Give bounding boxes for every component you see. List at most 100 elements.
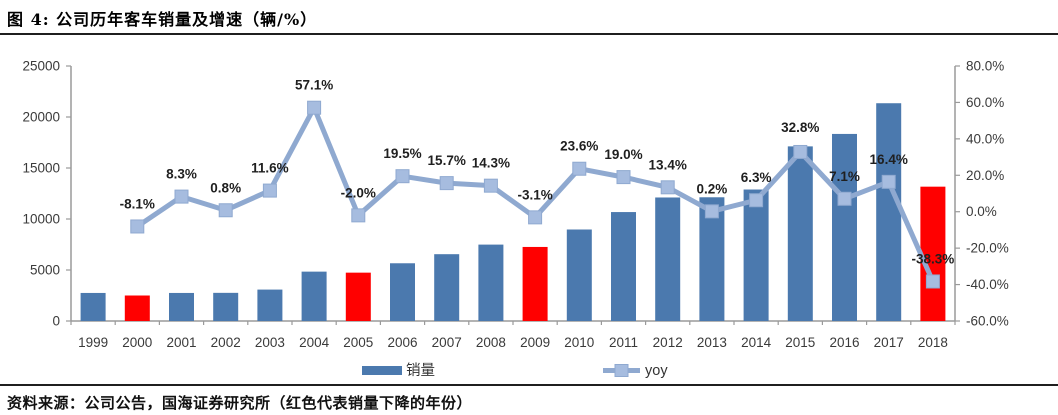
x-label-2002: 2002 — [211, 335, 241, 350]
bar-2011 — [611, 212, 636, 321]
left-axis-tick-label: 10000 — [22, 212, 60, 227]
source-note: 资料来源：公司公告，国海证券研究所（红色代表销量下降的年份） — [7, 394, 473, 412]
x-label-2015: 2015 — [785, 335, 815, 350]
yoy-marker-2008 — [483, 178, 498, 193]
legend-swatch-sales — [362, 366, 402, 375]
bar-2004 — [301, 271, 327, 321]
yoy-marker-2000 — [130, 219, 145, 234]
yoy-label-2004: 57.1% — [295, 78, 333, 93]
x-label-2004: 2004 — [299, 335, 330, 350]
yoy-marker-2003 — [262, 183, 277, 198]
yoy-label-2003: 11.6% — [251, 161, 289, 176]
x-label-2017: 2017 — [874, 335, 904, 350]
yoy-label-2008: 14.3% — [472, 156, 510, 171]
bar-2000 — [124, 295, 150, 321]
yoy-label-2017: 16.4% — [870, 152, 908, 167]
left-axis-tick-label: 5000 — [30, 263, 60, 278]
bar-2005 — [345, 272, 371, 321]
x-label-1999: 1999 — [78, 335, 108, 350]
figure-title: 图 4: 公司历年客车销量及增速（辆/%） — [7, 10, 318, 29]
yoy-marker-2004 — [307, 100, 322, 115]
yoy-marker-2012 — [660, 180, 675, 195]
bar-2003 — [257, 289, 283, 321]
x-label-2018: 2018 — [918, 335, 948, 350]
left-axis-tick-label: 20000 — [22, 110, 60, 125]
left-axis-tick-label: 15000 — [22, 161, 60, 176]
right-axis-tick-label: -60.0% — [966, 314, 1009, 329]
bar-2009 — [522, 246, 548, 321]
x-label-2012: 2012 — [653, 335, 683, 350]
x-label-2016: 2016 — [829, 335, 859, 350]
yoy-marker-2002 — [218, 203, 233, 218]
yoy-marker-2005 — [351, 208, 366, 223]
yoy-label-2014: 6.3% — [741, 170, 772, 185]
x-label-2007: 2007 — [432, 335, 462, 350]
yoy-marker-2014 — [749, 193, 764, 208]
yoy-marker-2001 — [174, 189, 189, 204]
left-axis-tick-label: 25000 — [22, 59, 60, 74]
x-label-2000: 2000 — [122, 335, 152, 350]
bar-2007 — [434, 254, 460, 321]
x-label-2003: 2003 — [255, 335, 285, 350]
yoy-marker-2015 — [793, 144, 808, 159]
legend-label-sales: 销量 — [406, 362, 435, 379]
yoy-label-2013: 0.2% — [697, 181, 728, 196]
yoy-label-2011: 19.0% — [604, 147, 642, 162]
legend-marker-yoy — [614, 364, 629, 377]
bar-2018 — [920, 186, 946, 321]
title-underline — [0, 33, 1058, 35]
yoy-label-2012: 13.4% — [649, 157, 687, 172]
yoy-label-2009: -3.1% — [517, 187, 552, 202]
x-label-2006: 2006 — [387, 335, 417, 350]
yoy-marker-2009 — [528, 210, 543, 225]
bar-1999 — [80, 292, 106, 321]
bar-2001 — [169, 292, 194, 321]
yoy-marker-2017 — [881, 174, 896, 189]
x-label-2013: 2013 — [697, 335, 727, 350]
x-label-2009: 2009 — [520, 335, 550, 350]
yoy-label-2007: 15.7% — [428, 153, 466, 168]
legend-label-yoy: yoy — [645, 363, 668, 379]
bar-2008 — [478, 244, 504, 321]
x-label-2005: 2005 — [343, 335, 373, 350]
yoy-marker-2018 — [925, 274, 940, 289]
right-axis-tick-label: 40.0% — [966, 131, 1004, 146]
yoy-label-2001: 8.3% — [166, 167, 197, 182]
x-label-2014: 2014 — [741, 335, 772, 350]
right-axis-tick-label: 0.0% — [966, 204, 997, 219]
yoy-label-2018: -38.3% — [912, 251, 955, 266]
bar-2006 — [390, 263, 415, 321]
bar-2017 — [876, 103, 902, 321]
x-label-2010: 2010 — [564, 335, 594, 350]
yoy-label-2006: 19.5% — [383, 146, 421, 161]
yoy-marker-2011 — [616, 170, 631, 185]
bar-2015 — [787, 146, 813, 321]
yoy-marker-2013 — [704, 204, 719, 219]
right-axis-tick-label: -40.0% — [966, 277, 1009, 292]
yoy-label-2002: 0.8% — [210, 180, 241, 195]
bar-2010 — [566, 229, 592, 321]
bar-2012 — [655, 197, 681, 321]
yoy-label-2000: -8.1% — [120, 196, 155, 211]
bar-2002 — [213, 292, 239, 321]
footer-divider — [0, 384, 1058, 386]
yoy-marker-2010 — [572, 161, 587, 176]
yoy-label-2005: -2.0% — [341, 185, 376, 200]
x-label-2008: 2008 — [476, 335, 506, 350]
bar-2016 — [832, 133, 857, 321]
left-axis-tick-label: 0 — [52, 314, 60, 329]
yoy-marker-2016 — [837, 191, 852, 206]
x-label-2001: 2001 — [166, 335, 196, 350]
bar-2014 — [743, 189, 769, 321]
x-label-2011: 2011 — [609, 335, 638, 350]
right-axis-tick-label: -20.0% — [966, 241, 1009, 256]
yoy-label-2010: 23.6% — [560, 139, 598, 154]
yoy-marker-2006 — [395, 169, 410, 184]
yoy-marker-2007 — [439, 176, 454, 191]
right-axis-tick-label: 20.0% — [966, 168, 1004, 183]
right-axis-tick-label: 60.0% — [966, 95, 1004, 110]
sales-yoy-combo-chart: 0 5000 10000 15000 20000 25000 -60.0% -40.0% -20… — [22, 59, 1009, 380]
right-axis-tick-label: 80.0% — [966, 59, 1004, 74]
yoy-label-2016: 7.1% — [829, 169, 860, 184]
